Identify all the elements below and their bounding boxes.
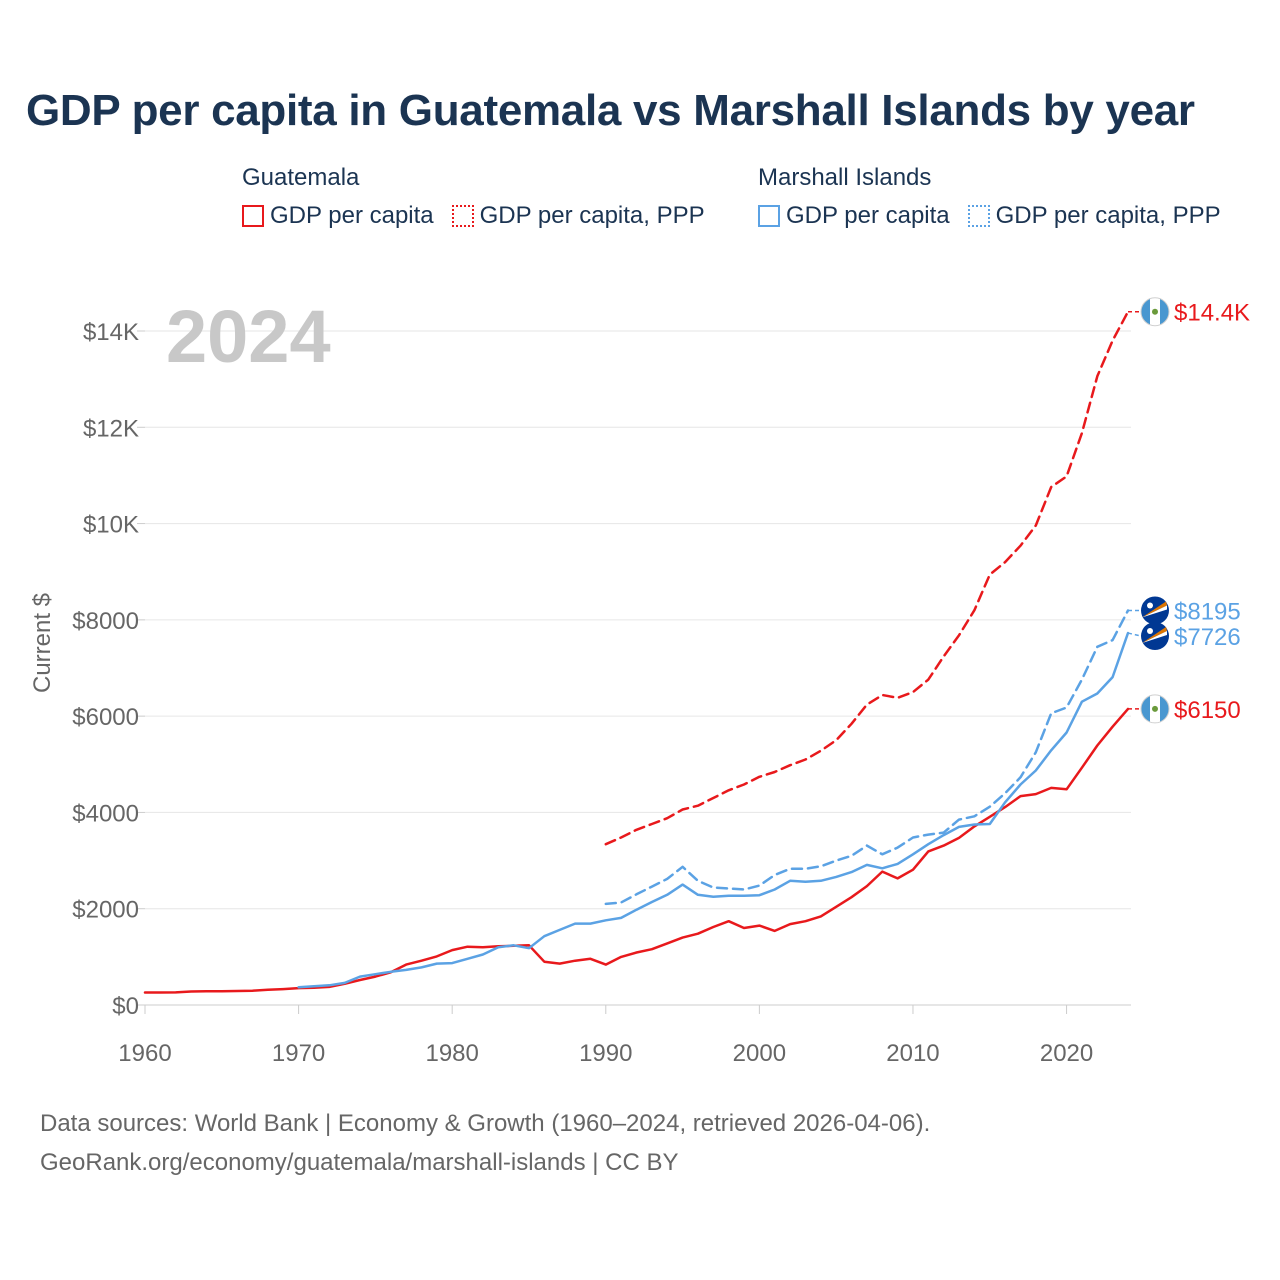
guatemala-flag-icon [1140, 297, 1170, 327]
legend-item-marshall-ppp[interactable]: GDP per capita, PPP [967, 202, 1221, 230]
y-tick-label: $4000 [72, 800, 139, 827]
footer-url: GeoRank.org/economy/guatemala/marshall-i… [40, 1149, 679, 1176]
y-axis-label: Current $ [29, 593, 56, 693]
y-tick-label: $6000 [72, 704, 139, 731]
marshall-islands-flag-icon [1141, 596, 1169, 625]
end-value-label: $8195 [1174, 598, 1241, 625]
end-value-label: $7726 [1174, 624, 1241, 651]
x-tick-label: 2010 [886, 1040, 939, 1067]
guatemala-flag-icon [1140, 694, 1170, 724]
x-tick-label: 1980 [425, 1040, 478, 1067]
legend-label: GDP per capita [270, 202, 434, 229]
legend-marshall-islands: Marshall Islands GDP per capita GDP per … [758, 160, 1239, 230]
legend-label: GDP per capita, PPP [479, 202, 705, 229]
x-tick-label: 2000 [733, 1040, 786, 1067]
series-lines [143, 310, 1130, 994]
end-value-label: $6150 [1174, 697, 1241, 724]
x-tick-label: 1990 [579, 1040, 632, 1067]
legend-label: GDP per capita [786, 202, 950, 229]
legend-country-marshall-islands: Marshall Islands [758, 164, 932, 191]
legend-label: GDP per capita, PPP [995, 202, 1221, 229]
y-tick-label: $12K [83, 415, 139, 442]
legend-item-marshall-gdp[interactable]: GDP per capita [758, 202, 950, 230]
series-line-2[interactable] [604, 609, 1130, 906]
end-leader [1127, 632, 1142, 637]
legend-country-guatemala: Guatemala [242, 164, 360, 191]
x-tick-label: 2020 [1040, 1040, 1093, 1067]
legend-swatch-solid-red [242, 205, 264, 227]
gridlines [145, 330, 1131, 1006]
year-watermark: 2024 [166, 295, 331, 378]
chart-title: GDP per capita in Guatemala vs Marshall … [26, 86, 1195, 135]
series-line-3[interactable] [297, 631, 1130, 989]
legend-guatemala: Guatemala GDP per capita GDP per capita,… [242, 160, 723, 230]
end-value-label: $14.4K [1174, 300, 1250, 327]
footer: Data sources: World Bank | Economy & Gro… [40, 1104, 930, 1182]
legend-swatch-dotted-blue [967, 205, 990, 227]
y-tick-label: $14K [83, 319, 139, 346]
legend-item-guatemala-ppp[interactable]: GDP per capita, PPP [451, 202, 705, 230]
marshall-islands-flag-icon [1141, 622, 1169, 651]
y-tick-label: $8000 [72, 608, 139, 635]
y-tick-label: $10K [83, 512, 139, 539]
series-line-1[interactable] [143, 707, 1130, 994]
x-tick-label: 1970 [272, 1040, 325, 1067]
series-line-0[interactable] [604, 310, 1130, 846]
y-tick-label: $2000 [72, 897, 139, 924]
legend-item-guatemala-gdp[interactable]: GDP per capita [242, 202, 434, 230]
y-tick-label: $0 [112, 993, 139, 1020]
legend-swatch-solid-blue [758, 205, 780, 227]
axes: $0 $2000 $4000 $6000 $8000 $10K $12K $14K 1960 19… [72, 319, 1093, 1067]
legend-swatch-dotted-red [451, 205, 474, 227]
footer-sources: Data sources: World Bank | Economy & Gro… [40, 1110, 931, 1137]
end-labels: $14.4K $6150 $8195$7726 [1127, 297, 1250, 724]
x-tick-label: 1960 [118, 1040, 171, 1067]
